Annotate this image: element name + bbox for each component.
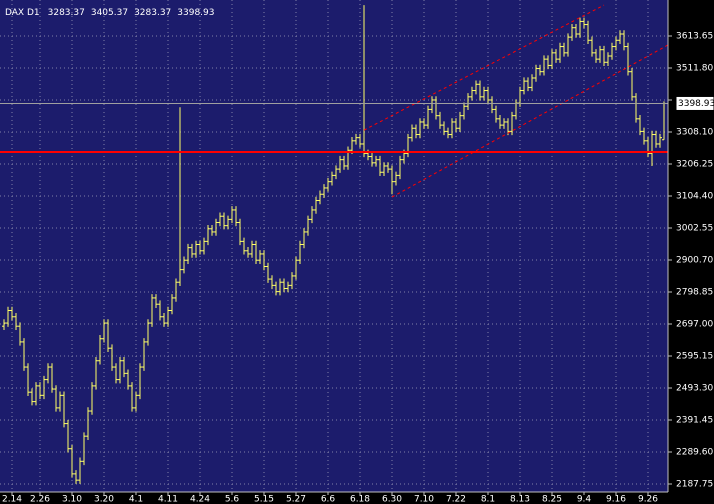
y-tick-label: 3206.25 [676,159,713,169]
x-tick-label: 7.10 [414,495,434,504]
x-tick-label: 6.18 [350,495,370,504]
x-tick-label: 6.30 [382,495,402,504]
x-tick-label: 2.26 [30,495,50,504]
x-tick-label: 5.6 [225,495,240,504]
x-tick-label: 9.4 [577,495,592,504]
x-tick-label: 2.14 [2,495,22,504]
x-tick-label: 8.13 [510,495,530,504]
x-tick-label: 9.26 [638,495,658,504]
y-tick-label: 3613.65 [676,31,713,41]
y-tick-label: 2697.00 [676,319,713,329]
x-tick-label: 8.25 [542,495,562,504]
x-tick-label: 5.15 [254,495,274,504]
x-tick-label: 7.22 [446,495,466,504]
y-tick-label: 2493.30 [676,384,713,394]
price-box [675,95,714,111]
x-tick-label: 3.10 [62,495,82,504]
chart-title: DAX D1 [5,8,40,18]
price-label: 3398.93 [678,99,714,109]
y-tick-label: 2289.60 [676,448,713,458]
x-tick-label: 8.1 [481,495,495,504]
x-tick-label: 5.27 [286,495,306,504]
y-tick-label: 2595.15 [676,352,713,362]
y-tick-label: 3511.80 [676,63,713,73]
trend-line [391,44,669,198]
plot-area [0,0,668,492]
x-tick-label: 3.20 [94,495,114,504]
y-tick-label: 2391.45 [676,416,713,426]
x-tick-label: 4.11 [158,495,178,504]
y-tick-label: 3308.10 [676,127,713,137]
close-label: 3398.93 [177,8,214,18]
y-tick-label: 3104.40 [676,191,713,201]
x-tick-label: 6.6 [321,495,336,504]
x-tick-label: 4.24 [190,495,210,504]
y-tick-label: 3002.55 [676,223,713,233]
y-tick-label: 2900.70 [676,255,713,265]
high-label: 3405.37 [91,8,128,18]
x-tick-label: 9.16 [606,495,626,504]
low-label: 3283.37 [134,8,171,18]
y-tick-label: 2798.85 [676,287,713,297]
chart-header: DAX D1 3283.37 3405.37 3283.37 3398.93 [5,8,215,18]
y-tick-label: 2187.75 [676,480,713,490]
x-tick-label: 4.1 [129,495,143,504]
open-label: 3283.37 [48,8,85,18]
